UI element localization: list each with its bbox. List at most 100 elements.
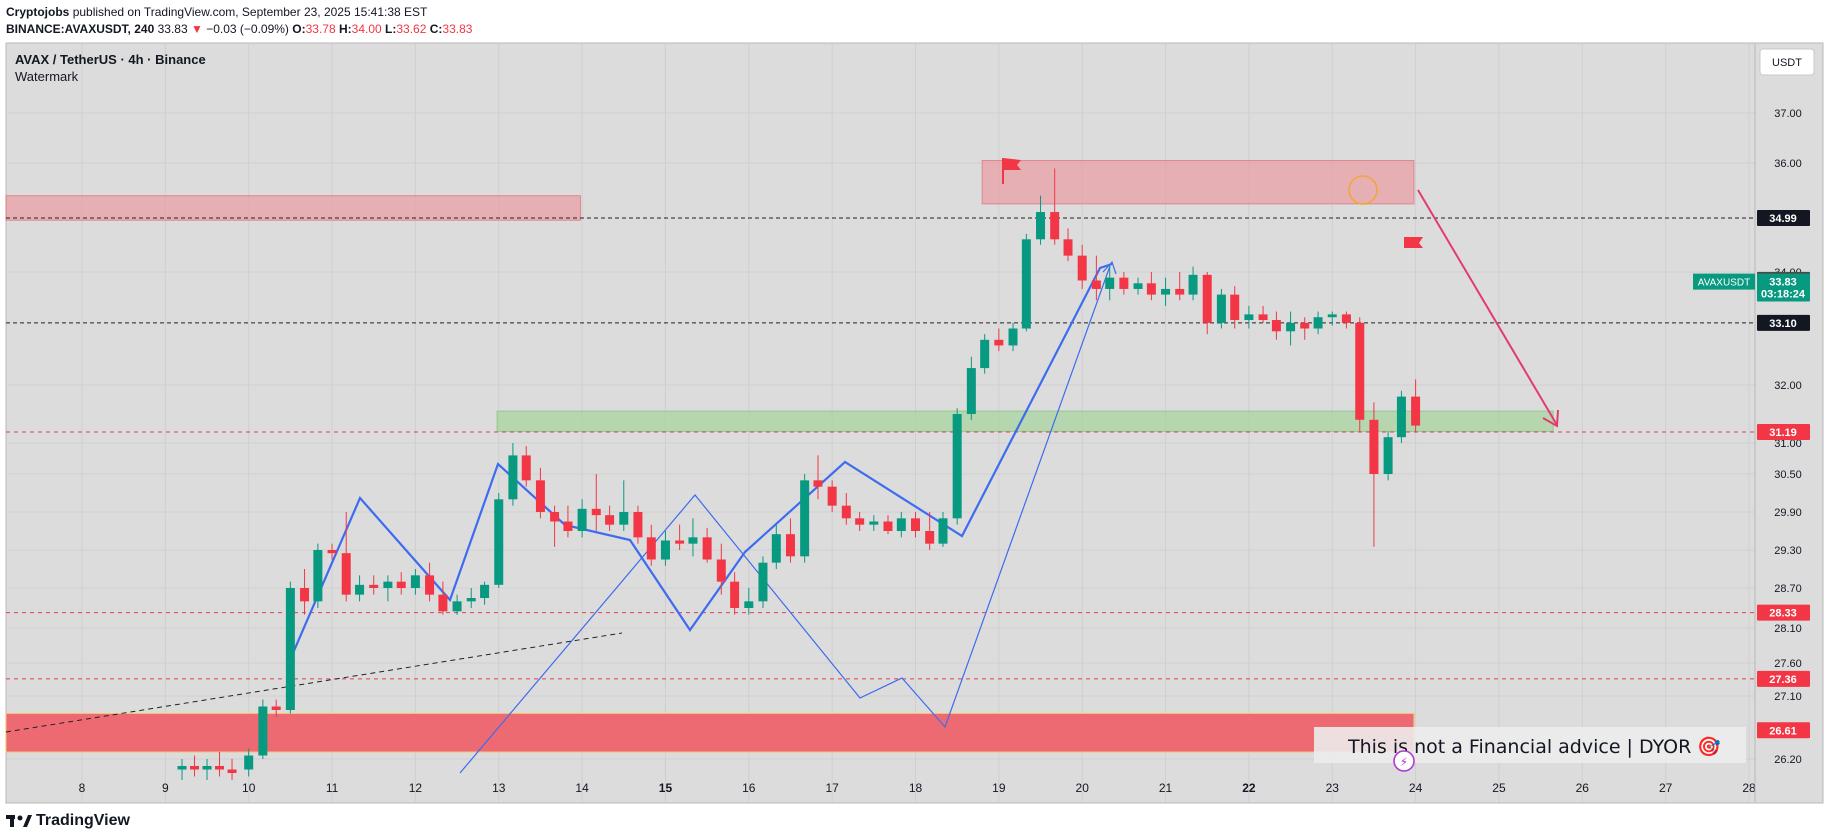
y-tick-label: 27.10 bbox=[1774, 691, 1802, 703]
candle bbox=[466, 588, 476, 608]
candle bbox=[215, 752, 225, 777]
price-label: 03:18:24 bbox=[1757, 285, 1810, 302]
candle bbox=[355, 575, 365, 602]
candle-body bbox=[535, 480, 545, 512]
author-name[interactable]: Cryptojobs bbox=[6, 5, 70, 19]
zone-supply-left bbox=[5, 195, 581, 221]
candle-body bbox=[980, 339, 990, 369]
candle bbox=[1175, 272, 1185, 301]
chart-legend-title: AVAX / TetherUS · 4h · Binance bbox=[15, 52, 206, 67]
tradingview-logo-text: TradingView bbox=[36, 812, 130, 829]
candle-body bbox=[550, 512, 560, 522]
candle bbox=[702, 527, 712, 563]
x-tick-label: 17 bbox=[825, 781, 839, 795]
candle bbox=[410, 569, 420, 595]
price-label: 26.61 bbox=[1757, 722, 1810, 739]
candle bbox=[1091, 255, 1101, 301]
candle bbox=[327, 543, 337, 560]
candle-body bbox=[925, 531, 935, 544]
candle-body bbox=[1146, 283, 1156, 295]
candle-body bbox=[785, 534, 795, 557]
candle bbox=[396, 572, 406, 595]
candle bbox=[313, 543, 323, 608]
published-text: published on TradingView.com, September … bbox=[72, 5, 428, 19]
candle-body bbox=[383, 581, 393, 588]
lightning-glyph: ⚡ bbox=[1400, 755, 1408, 769]
low-label: L: bbox=[385, 22, 397, 36]
candle bbox=[369, 575, 379, 595]
candle-body bbox=[827, 486, 837, 506]
x-tick-label: 9 bbox=[162, 781, 169, 795]
candle-body bbox=[369, 584, 379, 588]
price-label-box bbox=[1757, 423, 1810, 440]
candle-body bbox=[327, 550, 337, 554]
candle-body bbox=[869, 521, 879, 525]
candle bbox=[341, 512, 351, 602]
candle bbox=[1286, 311, 1296, 346]
y-tick-label: 31.00 bbox=[1774, 438, 1802, 450]
watermark-label: Watermark bbox=[15, 69, 79, 84]
candle-body bbox=[619, 512, 629, 525]
candle bbox=[577, 499, 587, 538]
candle-body bbox=[1327, 314, 1337, 318]
candle-body bbox=[800, 480, 810, 557]
price-label-box bbox=[1757, 722, 1810, 739]
symbol-tag: AVAXUSDT bbox=[1693, 273, 1755, 290]
candle-body bbox=[215, 766, 225, 770]
x-tick-label: 22 bbox=[1242, 781, 1256, 795]
candle-body bbox=[355, 584, 365, 595]
candle bbox=[438, 581, 448, 615]
candle-body bbox=[1355, 322, 1365, 420]
price-label-box bbox=[1757, 314, 1810, 331]
price-label: 27.36 bbox=[1757, 670, 1810, 687]
x-tick-label: 11 bbox=[326, 781, 339, 795]
price-label-text: 34.99 bbox=[1769, 213, 1797, 225]
candle bbox=[535, 467, 545, 519]
candle-body bbox=[1341, 314, 1351, 323]
candle bbox=[1244, 305, 1254, 329]
candle bbox=[633, 505, 643, 544]
candle-body bbox=[1133, 283, 1143, 289]
candle-body bbox=[1230, 294, 1240, 321]
candle-body bbox=[313, 550, 323, 602]
open-value: 33.78 bbox=[305, 22, 336, 36]
price-label-text: 33.10 bbox=[1769, 318, 1797, 330]
elliott-zigzag-thick bbox=[288, 262, 1113, 661]
time-axis[interactable]: 8 9 10 11 12 13 14 15 16 17 18 19 20 21 22 23 24 25 26 27 28 bbox=[79, 781, 1756, 795]
low-value: 33.62 bbox=[396, 22, 427, 36]
candle-body bbox=[730, 581, 740, 608]
candle bbox=[925, 512, 935, 550]
candle bbox=[480, 581, 490, 605]
projection-arrow bbox=[1417, 189, 1558, 426]
currency-button[interactable] bbox=[1759, 48, 1815, 76]
zigzag-arrow-tip bbox=[1102, 260, 1117, 275]
candle-body bbox=[1216, 294, 1226, 323]
price-labels-layer: 34.9933.8633.8303:18:2433.1031.1928.3327… bbox=[1693, 210, 1810, 739]
candle bbox=[675, 524, 685, 550]
y-tick-label: 28.70 bbox=[1774, 583, 1802, 595]
y-tick-label: 37.00 bbox=[1774, 108, 1802, 120]
tradingview-footer[interactable]: TradingView bbox=[6, 812, 130, 830]
candle bbox=[383, 575, 393, 602]
candle bbox=[1230, 286, 1240, 329]
candle-body bbox=[633, 512, 643, 538]
candle-body bbox=[285, 588, 295, 710]
candle bbox=[688, 518, 698, 557]
candle bbox=[1355, 317, 1365, 432]
candle-body bbox=[177, 766, 187, 770]
candle bbox=[508, 443, 518, 506]
price-label: 34.99 bbox=[1757, 210, 1810, 227]
candle bbox=[1188, 266, 1198, 301]
price-label-text: 26.61 bbox=[1769, 725, 1797, 737]
candle-body bbox=[396, 581, 406, 588]
price-label-text: 28.33 bbox=[1769, 608, 1797, 620]
candle bbox=[521, 446, 531, 487]
candle bbox=[591, 474, 601, 531]
elliott-zigzag-thin bbox=[459, 265, 1111, 774]
candle bbox=[1202, 272, 1212, 335]
x-tick-label: 20 bbox=[1076, 781, 1090, 795]
highlight-circle bbox=[1348, 175, 1378, 205]
high-label: H: bbox=[339, 22, 352, 36]
candle bbox=[883, 515, 893, 535]
